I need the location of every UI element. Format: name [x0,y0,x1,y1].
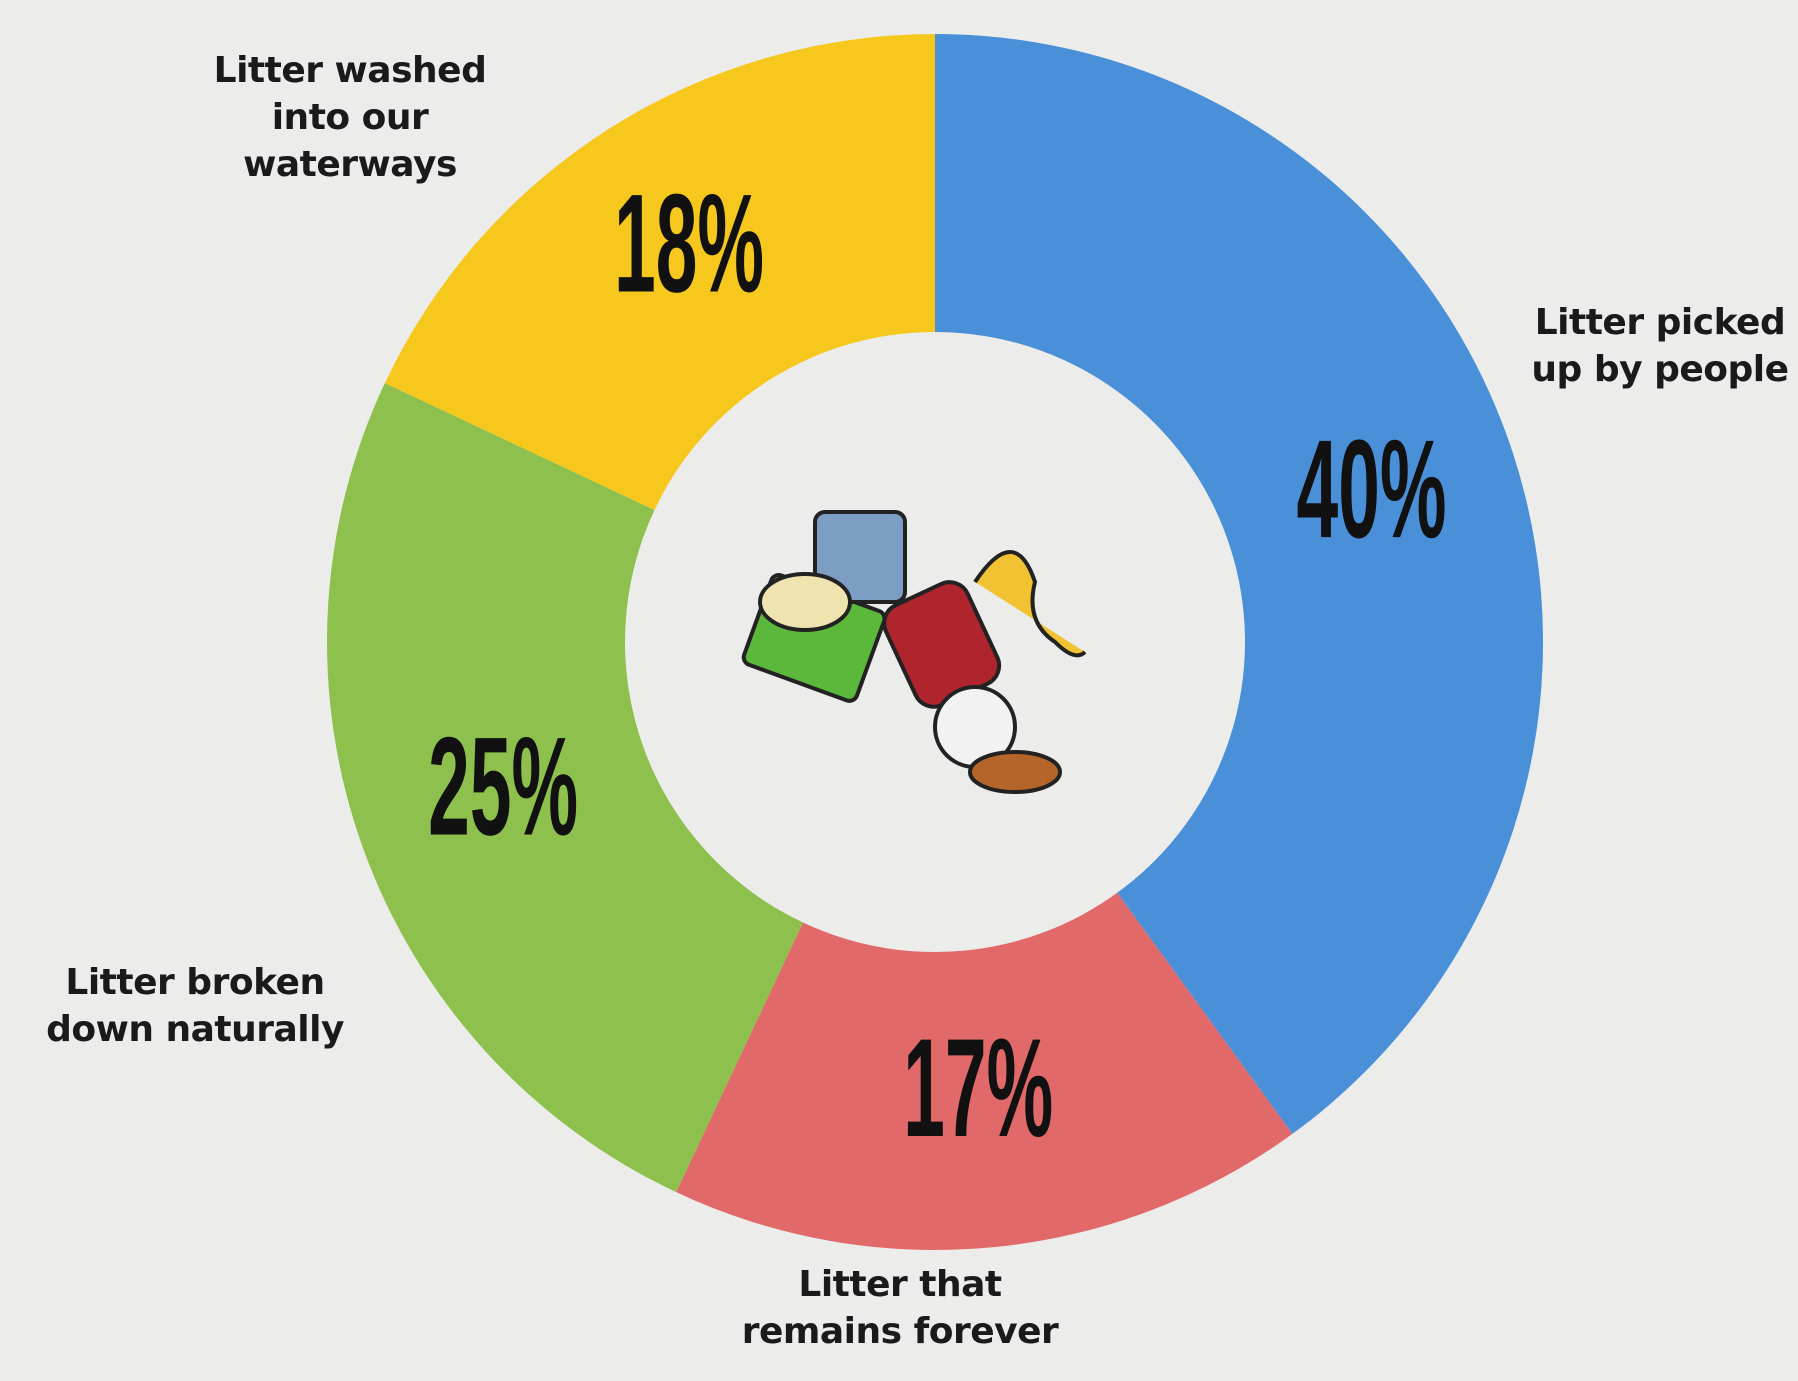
category-label: Litter washed into our waterways [185,48,515,188]
value-label: 18% [614,164,764,321]
center-illustration [741,512,1085,792]
page: 40% 17% 25% 18% Litter picked up by people L… [0,0,1798,1381]
category-label: Litter picked up by people [1525,300,1795,394]
category-label: Litter broken down naturally [20,960,370,1054]
category-label: Litter that remains forever [720,1262,1080,1356]
value-label: 25% [428,707,578,864]
value-label: 40% [1297,410,1447,567]
value-label: 17% [903,1009,1053,1166]
chart: 40% 17% 25% 18% [0,0,1798,1381]
